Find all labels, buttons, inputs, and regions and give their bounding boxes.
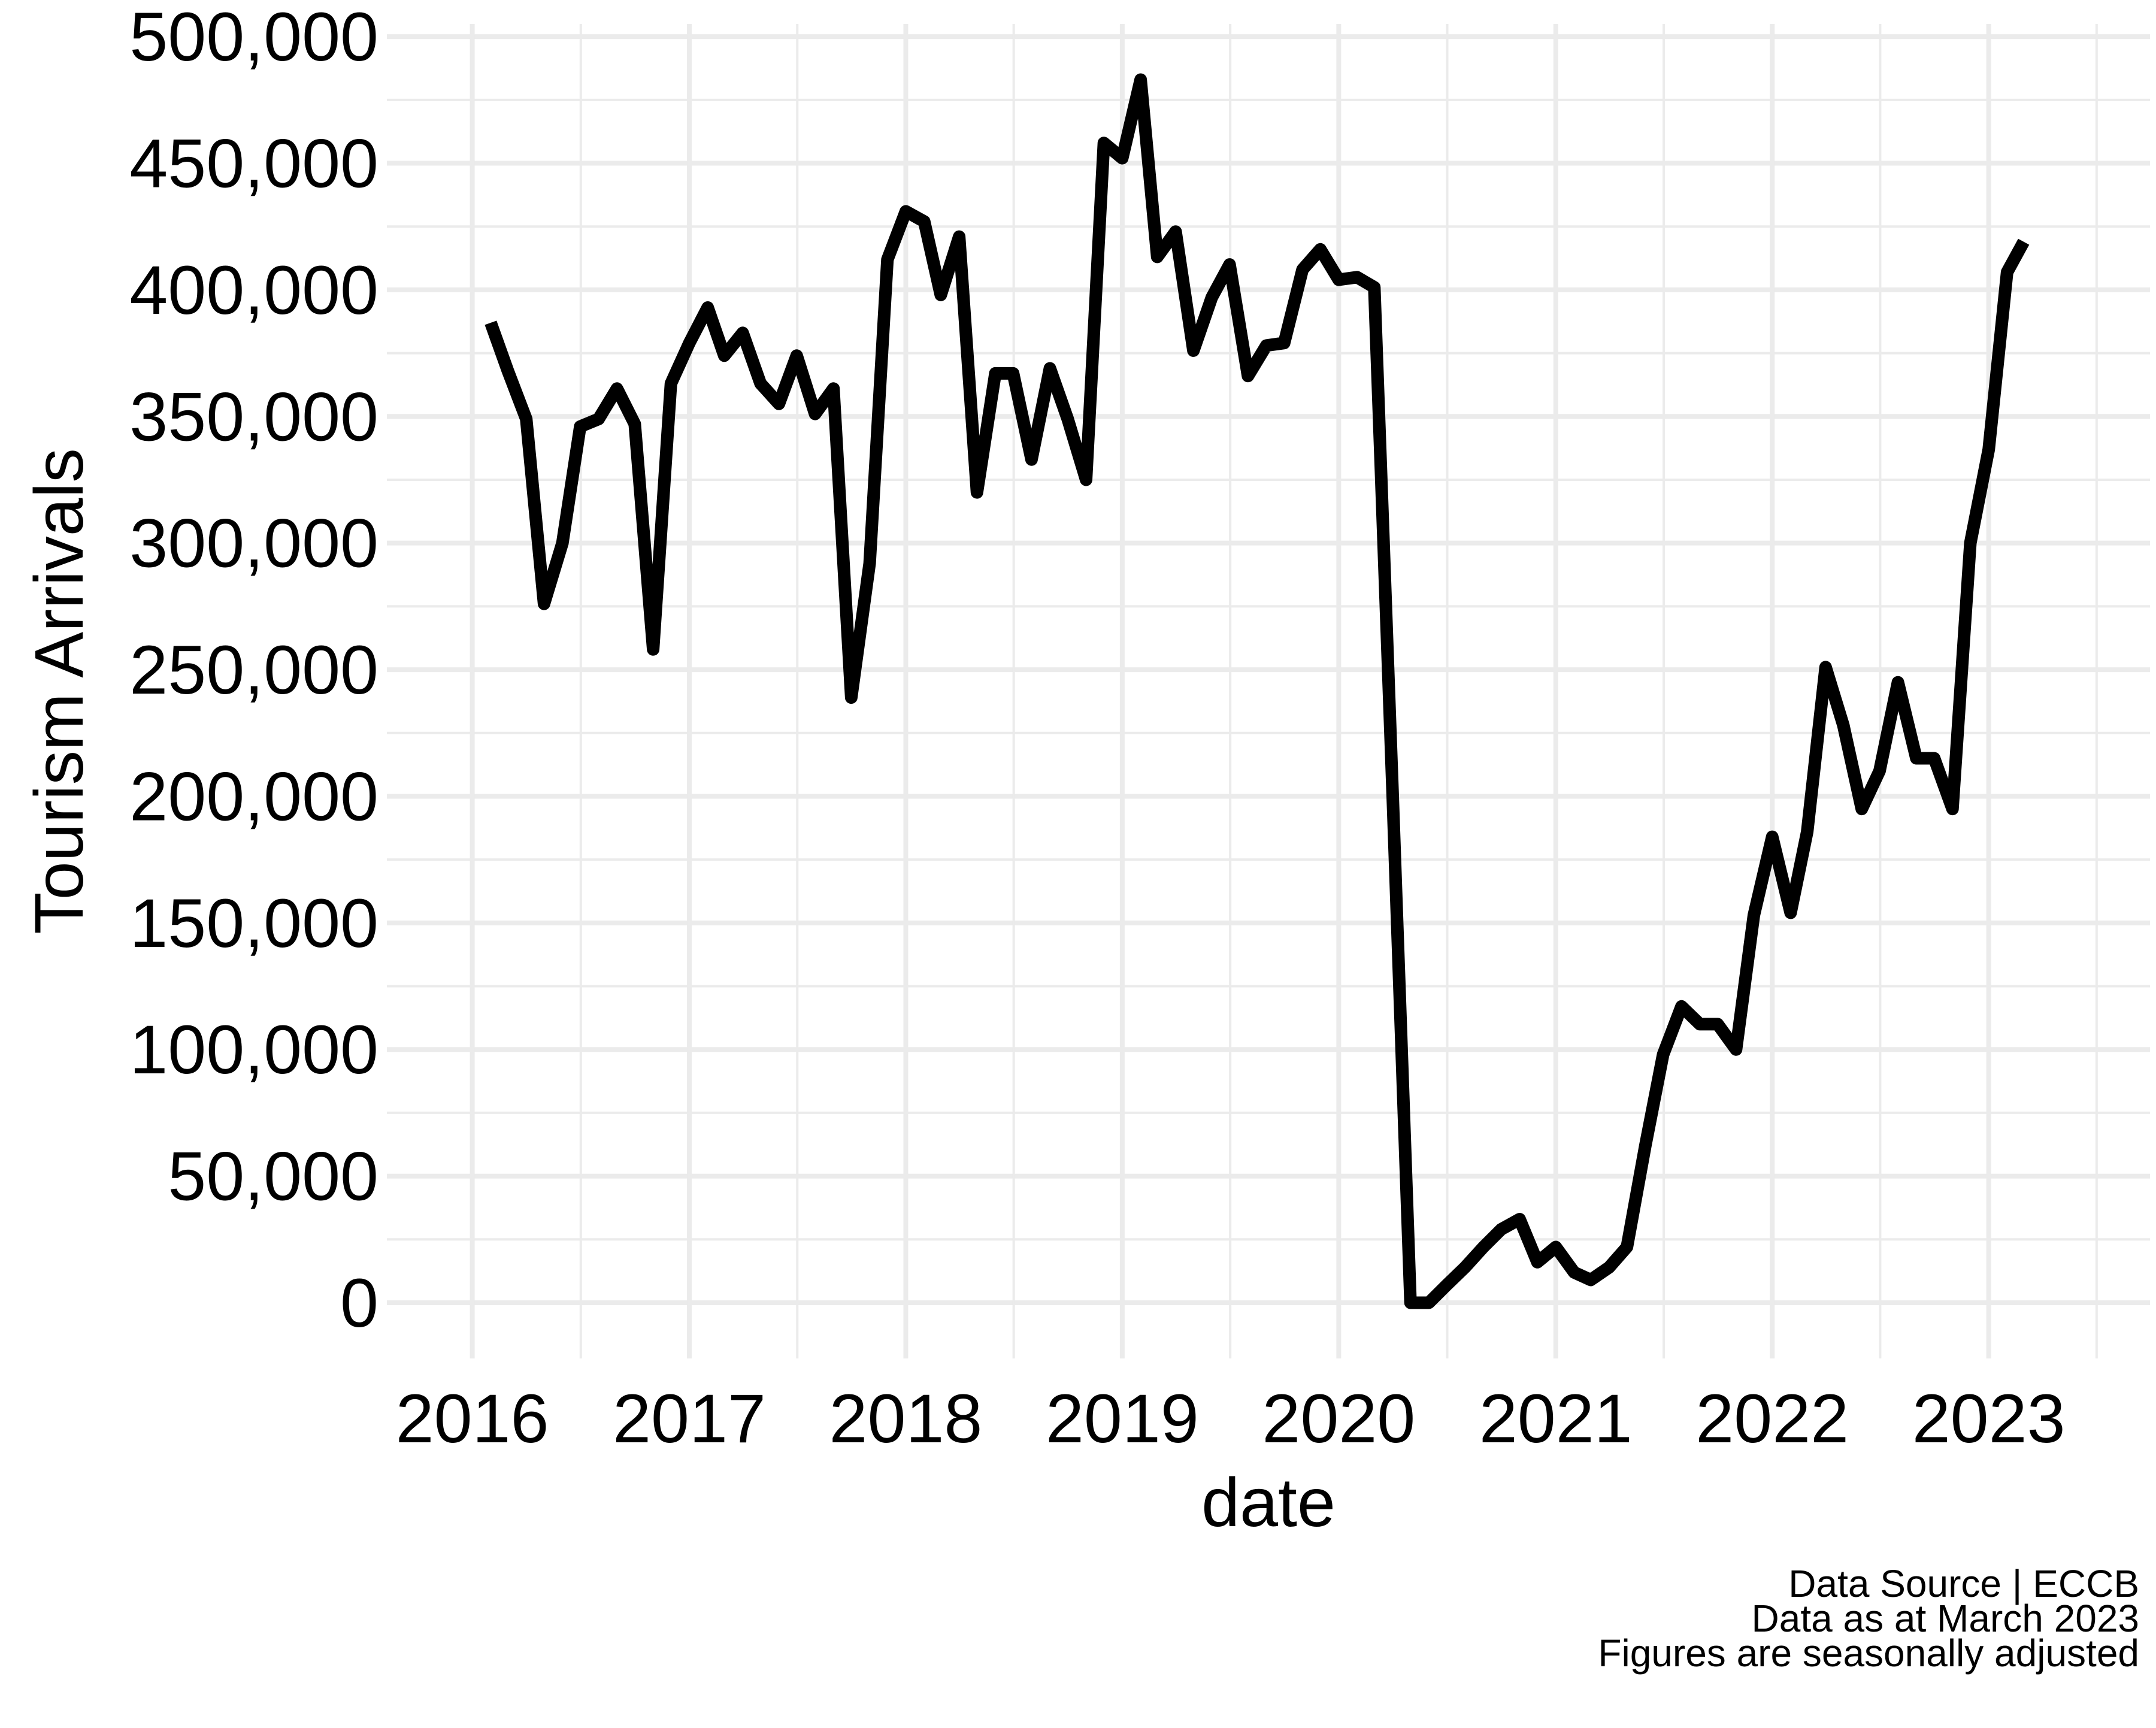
x-tick-label: 2020: [1262, 1381, 1415, 1457]
y-tick-label: 350,000: [129, 379, 378, 455]
y-tick-label: 150,000: [129, 885, 378, 962]
y-axis-title: Tourism Arrivals: [21, 448, 98, 934]
x-tick-label: 2017: [613, 1381, 766, 1457]
caption-line-data-date: Data as at March 2023: [1752, 1597, 2139, 1640]
gridlines: [387, 24, 2150, 1358]
y-tick-label: 50,000: [168, 1139, 378, 1215]
series-line: [485, 73, 2030, 1309]
x-tick-label: 2018: [829, 1381, 983, 1457]
x-axis-tick-labels: 2016 2017 2018 2019 2020 2021 2022 2023: [396, 1381, 2066, 1457]
y-tick-label: 450,000: [129, 126, 378, 202]
y-tick-label: 300,000: [129, 506, 378, 582]
x-tick-label: 2022: [1695, 1381, 1849, 1457]
x-tick-label: 2019: [1046, 1381, 1199, 1457]
x-tick-label: 2021: [1479, 1381, 1633, 1457]
y-axis-tick-labels: 0 50,000 100,000 150,000 200,000 250,000 300,0…: [129, 0, 378, 1342]
caption: Data Source | ECCB Data as at March 2023…: [1598, 1562, 2139, 1675]
x-tick-label: 2023: [1912, 1381, 2066, 1457]
y-tick-label: 500,000: [129, 0, 378, 75]
y-tick-label: 0: [340, 1265, 378, 1342]
y-tick-label: 250,000: [129, 632, 378, 709]
caption-line-adjustment-note: Figures are seasonally adjusted: [1598, 1632, 2139, 1675]
caption-line-data-source: Data Source | ECCB: [1788, 1562, 2139, 1605]
y-tick-label: 100,000: [129, 1012, 378, 1088]
y-tick-label: 200,000: [129, 758, 378, 835]
y-tick-label: 400,000: [129, 252, 378, 329]
series-layer: [485, 73, 2030, 1309]
x-axis-title: date: [1201, 1464, 1336, 1541]
x-tick-label: 2016: [396, 1381, 549, 1457]
